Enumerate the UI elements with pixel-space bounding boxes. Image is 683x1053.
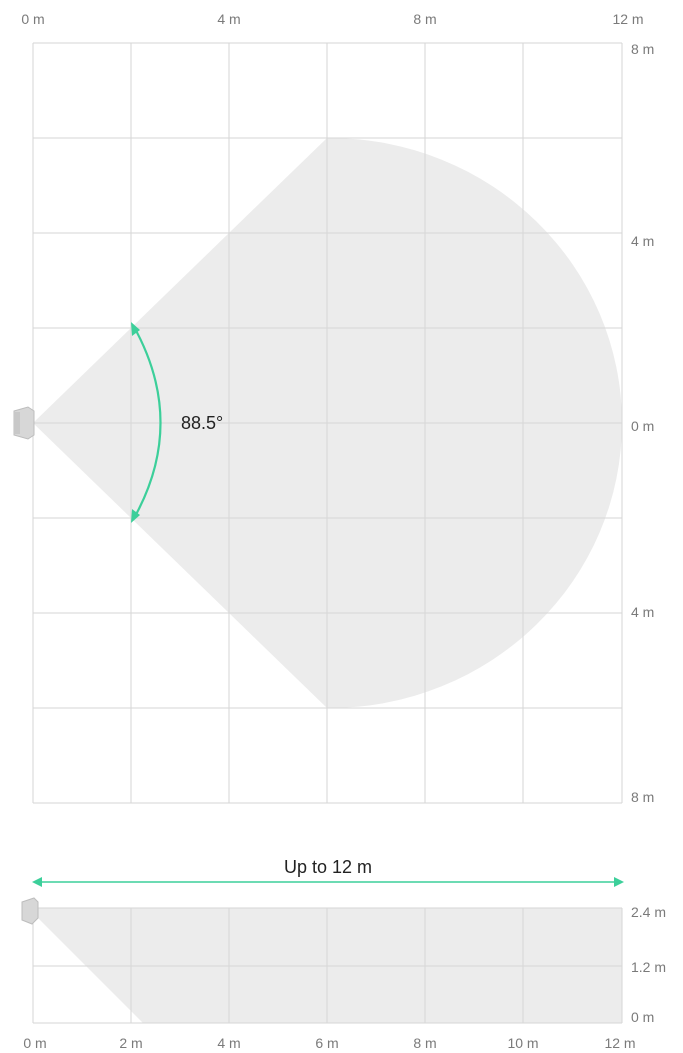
sensor-device-side-icon (21, 897, 39, 925)
bottom-axis-label: 12 m (604, 1035, 635, 1051)
arrowhead-down-icon (131, 509, 140, 523)
arrowhead-right-icon (614, 877, 624, 887)
bottom-axis-label: 4 m (217, 1035, 240, 1051)
height-axis-label: 0 m (631, 1009, 654, 1025)
arrowhead-left-icon (32, 877, 42, 887)
max-range-label: Up to 12 m (284, 857, 372, 877)
range-arrow (32, 877, 624, 887)
right-axis-label: 8 m (631, 41, 654, 57)
right-axis-label: 8 m (631, 789, 654, 805)
right-axis-label: 0 m (631, 418, 654, 434)
top-axis-label: 12 m (612, 11, 643, 27)
bottom-axis-label: 2 m (119, 1035, 142, 1051)
top-axis-label: 0 m (21, 11, 44, 27)
arrowhead-up-icon (131, 322, 140, 336)
top-axis-label: 4 m (217, 11, 240, 27)
right-axis-label: 4 m (631, 604, 654, 620)
angle-arc (132, 324, 162, 521)
detection-angle-label: 88.5° (181, 413, 223, 433)
right-axis-label: 4 m (631, 233, 654, 249)
top-view: 88.5° 0 m 4 m 8 m 12 m 8 m 4 m 0 m 4 m 8… (13, 11, 654, 805)
side-view-grid (32, 907, 623, 1024)
bottom-axis-label: 8 m (413, 1035, 436, 1051)
height-axis-label: 2.4 m (631, 904, 666, 920)
height-axis-label: 1.2 m (631, 959, 666, 975)
side-view: Up to 12 m 0 m 2 m 4 m 6 m (21, 857, 666, 1051)
angle-arc-arrow (131, 322, 162, 523)
top-axis-label: 8 m (413, 11, 436, 27)
sensor-device-icon (13, 406, 35, 440)
bottom-axis-label: 10 m (507, 1035, 538, 1051)
bottom-axis-label: 6 m (315, 1035, 338, 1051)
top-view-grid (32, 42, 623, 804)
bottom-axis-label: 0 m (23, 1035, 46, 1051)
